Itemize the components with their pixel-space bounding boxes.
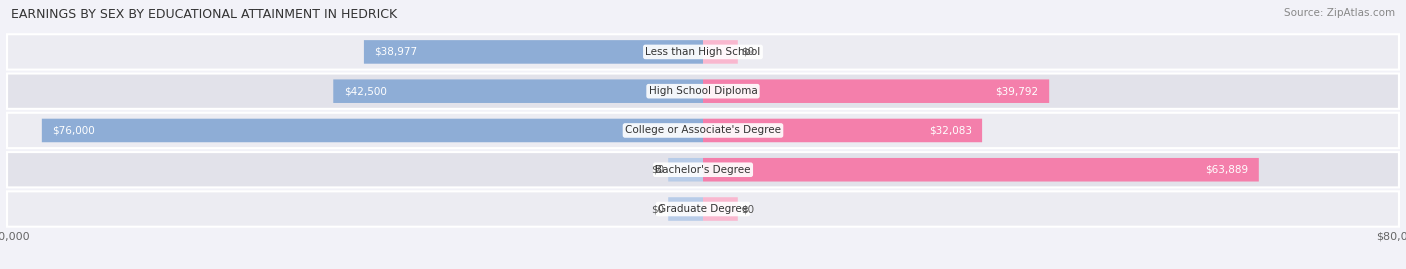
- FancyBboxPatch shape: [333, 79, 703, 103]
- FancyBboxPatch shape: [364, 40, 703, 64]
- FancyBboxPatch shape: [703, 158, 1258, 182]
- Text: $39,792: $39,792: [995, 86, 1039, 96]
- Text: Bachelor's Degree: Bachelor's Degree: [655, 165, 751, 175]
- Text: $0: $0: [651, 165, 665, 175]
- Text: $63,889: $63,889: [1205, 165, 1249, 175]
- Text: $76,000: $76,000: [52, 125, 96, 136]
- Text: $0: $0: [741, 47, 755, 57]
- FancyBboxPatch shape: [703, 40, 738, 64]
- FancyBboxPatch shape: [7, 34, 1399, 70]
- Text: Graduate Degree: Graduate Degree: [658, 204, 748, 214]
- FancyBboxPatch shape: [7, 191, 1399, 227]
- FancyBboxPatch shape: [42, 119, 703, 142]
- FancyBboxPatch shape: [703, 79, 1049, 103]
- FancyBboxPatch shape: [7, 152, 1399, 187]
- Text: Less than High School: Less than High School: [645, 47, 761, 57]
- FancyBboxPatch shape: [668, 158, 703, 182]
- FancyBboxPatch shape: [703, 119, 983, 142]
- FancyBboxPatch shape: [7, 113, 1399, 148]
- Text: $38,977: $38,977: [374, 47, 418, 57]
- Text: $0: $0: [651, 204, 665, 214]
- Text: $42,500: $42,500: [343, 86, 387, 96]
- Text: Source: ZipAtlas.com: Source: ZipAtlas.com: [1284, 8, 1395, 18]
- Text: High School Diploma: High School Diploma: [648, 86, 758, 96]
- Text: $0: $0: [741, 204, 755, 214]
- FancyBboxPatch shape: [703, 197, 738, 221]
- FancyBboxPatch shape: [7, 73, 1399, 109]
- Text: College or Associate's Degree: College or Associate's Degree: [626, 125, 780, 136]
- Text: $32,083: $32,083: [929, 125, 972, 136]
- FancyBboxPatch shape: [668, 197, 703, 221]
- Text: EARNINGS BY SEX BY EDUCATIONAL ATTAINMENT IN HEDRICK: EARNINGS BY SEX BY EDUCATIONAL ATTAINMEN…: [11, 8, 398, 21]
